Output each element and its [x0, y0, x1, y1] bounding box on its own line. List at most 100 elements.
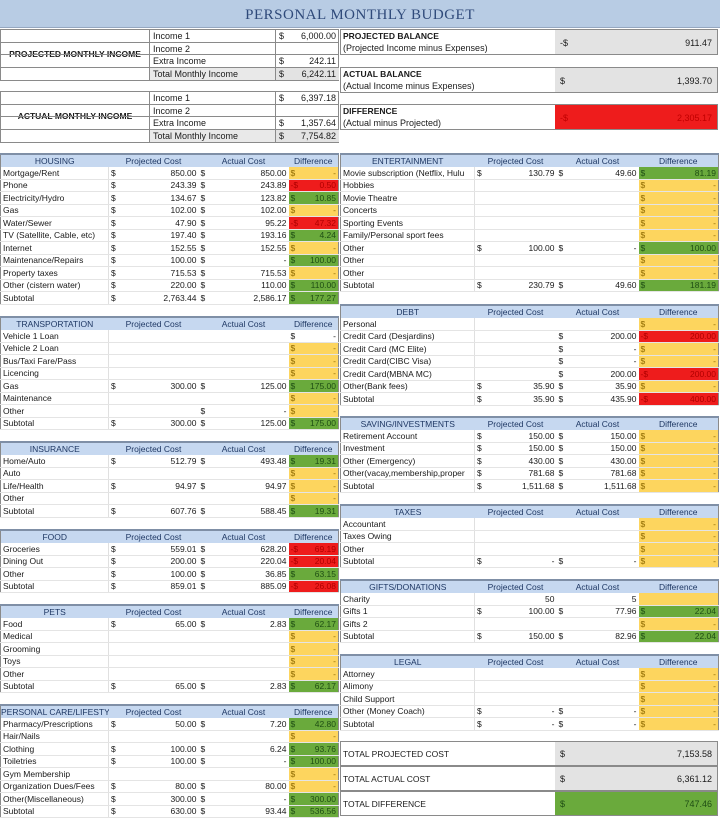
- projected-cost-cell[interactable]: $150.00: [474, 630, 557, 643]
- projected-cost-cell[interactable]: $150.00: [474, 429, 557, 443]
- difference-cell[interactable]: $ -: [638, 254, 719, 267]
- projected-cost-cell[interactable]: $200.00: [108, 555, 199, 568]
- projected-cost-cell[interactable]: [108, 367, 199, 380]
- projected-cost-cell[interactable]: $47.90: [108, 216, 199, 230]
- actual-cost-cell[interactable]: $7.20: [198, 717, 289, 731]
- projected-cost-cell[interactable]: $65.00: [108, 617, 199, 631]
- actual-cost-cell[interactable]: $193.16: [198, 229, 289, 242]
- actual-cost-cell[interactable]: $82.96: [556, 630, 639, 643]
- actual-cost-cell[interactable]: $200.00: [556, 367, 639, 381]
- projected-cost-cell[interactable]: $243.39: [108, 179, 199, 192]
- difference-cell[interactable]: $300.00: [288, 792, 339, 806]
- actual-cost-cell[interactable]: [198, 730, 289, 743]
- difference-cell[interactable]: $ -: [638, 204, 719, 217]
- projected-cost-cell[interactable]: $35.90: [474, 380, 557, 393]
- projected-cost-cell[interactable]: [474, 191, 557, 205]
- total-value[interactable]: $6,361.12: [555, 767, 717, 790]
- actual-cost-cell[interactable]: [198, 630, 289, 643]
- actual-cost-cell[interactable]: [198, 767, 289, 781]
- difference-cell[interactable]: -$ 69.19: [288, 542, 339, 556]
- difference-cell[interactable]: -$ 200.00: [638, 367, 719, 381]
- projected-cost-cell[interactable]: $152.55: [108, 241, 199, 255]
- projected-cost-cell[interactable]: [108, 642, 199, 656]
- actual-cost-cell[interactable]: $95.22: [198, 216, 289, 230]
- projected-cost-cell[interactable]: [474, 342, 557, 356]
- difference-cell[interactable]: $ -: [288, 767, 339, 781]
- actual-cost-cell[interactable]: $150.00: [556, 429, 639, 443]
- actual-cost-cell[interactable]: $80.00: [198, 780, 289, 793]
- actual-cost-cell[interactable]: [198, 354, 289, 368]
- difference-cell[interactable]: $19.31: [288, 504, 339, 518]
- actual-cost-cell[interactable]: $ -: [556, 342, 639, 356]
- actual-cost-cell[interactable]: $243.89: [198, 179, 289, 192]
- projected-cost-cell[interactable]: $100.00: [474, 605, 557, 618]
- actual-cost-cell[interactable]: $152.55: [198, 241, 289, 255]
- actual-cost-cell[interactable]: [556, 191, 639, 205]
- difference-cell[interactable]: $ -: [638, 617, 719, 631]
- actual-cost-cell[interactable]: $ -: [556, 717, 639, 731]
- difference-cell[interactable]: $ -: [288, 367, 339, 380]
- projected-cost-cell[interactable]: $134.67: [108, 191, 199, 205]
- actual-cost-cell[interactable]: [198, 667, 289, 681]
- actual-cost-cell[interactable]: $430.00: [556, 454, 639, 468]
- difference-cell[interactable]: -$ 200.00: [638, 330, 719, 343]
- projected-cost-cell[interactable]: $150.00: [474, 442, 557, 455]
- income-value-cell[interactable]: [275, 104, 339, 116]
- actual-cost-cell[interactable]: [198, 655, 289, 668]
- balance-value[interactable]: -$ 2,305.17: [555, 105, 717, 129]
- difference-cell[interactable]: $63.15: [288, 567, 339, 581]
- difference-cell[interactable]: $ -: [288, 166, 339, 180]
- difference-cell[interactable]: -$ 26.08: [288, 580, 339, 593]
- difference-cell[interactable]: $100.00: [288, 755, 339, 768]
- actual-cost-cell[interactable]: [556, 530, 639, 543]
- difference-cell[interactable]: $100.00: [288, 254, 339, 267]
- actual-cost-cell[interactable]: $885.09: [198, 580, 289, 593]
- projected-cost-cell[interactable]: [108, 342, 199, 355]
- income-total-cell[interactable]: $7,754.82: [275, 129, 339, 142]
- projected-cost-cell[interactable]: [474, 355, 557, 368]
- projected-cost-cell[interactable]: $50.00: [108, 717, 199, 731]
- difference-cell[interactable]: $ -: [638, 229, 719, 242]
- income-value-cell[interactable]: $6,000.00: [275, 30, 339, 42]
- projected-cost-cell[interactable]: $102.00: [108, 204, 199, 217]
- projected-cost-cell[interactable]: $430.00: [474, 454, 557, 468]
- difference-cell[interactable]: $ -: [638, 216, 719, 230]
- actual-cost-cell[interactable]: [556, 692, 639, 706]
- projected-cost-cell[interactable]: $559.01: [108, 542, 199, 556]
- projected-cost-cell[interactable]: [108, 730, 199, 743]
- actual-cost-cell[interactable]: $200.00: [556, 330, 639, 343]
- actual-cost-cell[interactable]: $110.00: [198, 279, 289, 292]
- difference-cell[interactable]: $ -: [288, 329, 339, 343]
- difference-cell[interactable]: $ -: [638, 380, 719, 393]
- actual-cost-cell[interactable]: [198, 492, 289, 505]
- projected-cost-cell[interactable]: [474, 367, 557, 381]
- difference-cell[interactable]: $ -: [638, 667, 719, 681]
- income-value-cell[interactable]: $1,357.64: [275, 117, 339, 129]
- projected-cost-cell[interactable]: $100.00: [474, 241, 557, 255]
- difference-cell[interactable]: $19.31: [288, 454, 339, 468]
- projected-cost-cell[interactable]: [474, 667, 557, 681]
- projected-cost-cell[interactable]: $ -: [474, 555, 557, 568]
- actual-cost-cell[interactable]: $588.45: [198, 504, 289, 518]
- difference-cell[interactable]: $ -: [288, 404, 339, 418]
- projected-cost-cell[interactable]: [474, 266, 557, 280]
- projected-cost-cell[interactable]: [108, 392, 199, 405]
- difference-cell[interactable]: $ -: [638, 442, 719, 455]
- projected-cost-cell[interactable]: $630.00: [108, 805, 199, 818]
- projected-cost-cell[interactable]: [108, 767, 199, 781]
- projected-cost-cell[interactable]: $300.00: [108, 379, 199, 393]
- projected-cost-cell[interactable]: $100.00: [108, 254, 199, 267]
- actual-cost-cell[interactable]: $ -: [198, 254, 289, 267]
- projected-cost-cell[interactable]: $130.79: [474, 166, 557, 180]
- difference-cell[interactable]: -$ 47.32: [288, 216, 339, 230]
- difference-cell[interactable]: $ -: [288, 780, 339, 793]
- projected-cost-cell[interactable]: $94.97: [108, 479, 199, 493]
- difference-cell[interactable]: $ -: [638, 429, 719, 443]
- difference-cell[interactable]: $ -: [638, 191, 719, 205]
- projected-cost-cell[interactable]: [474, 692, 557, 706]
- difference-cell[interactable]: $22.04: [638, 605, 719, 618]
- actual-cost-cell[interactable]: $715.53: [198, 266, 289, 280]
- difference-cell[interactable]: $ -: [288, 479, 339, 493]
- difference-cell[interactable]: $100.00: [638, 241, 719, 255]
- income-value-cell[interactable]: [275, 42, 339, 54]
